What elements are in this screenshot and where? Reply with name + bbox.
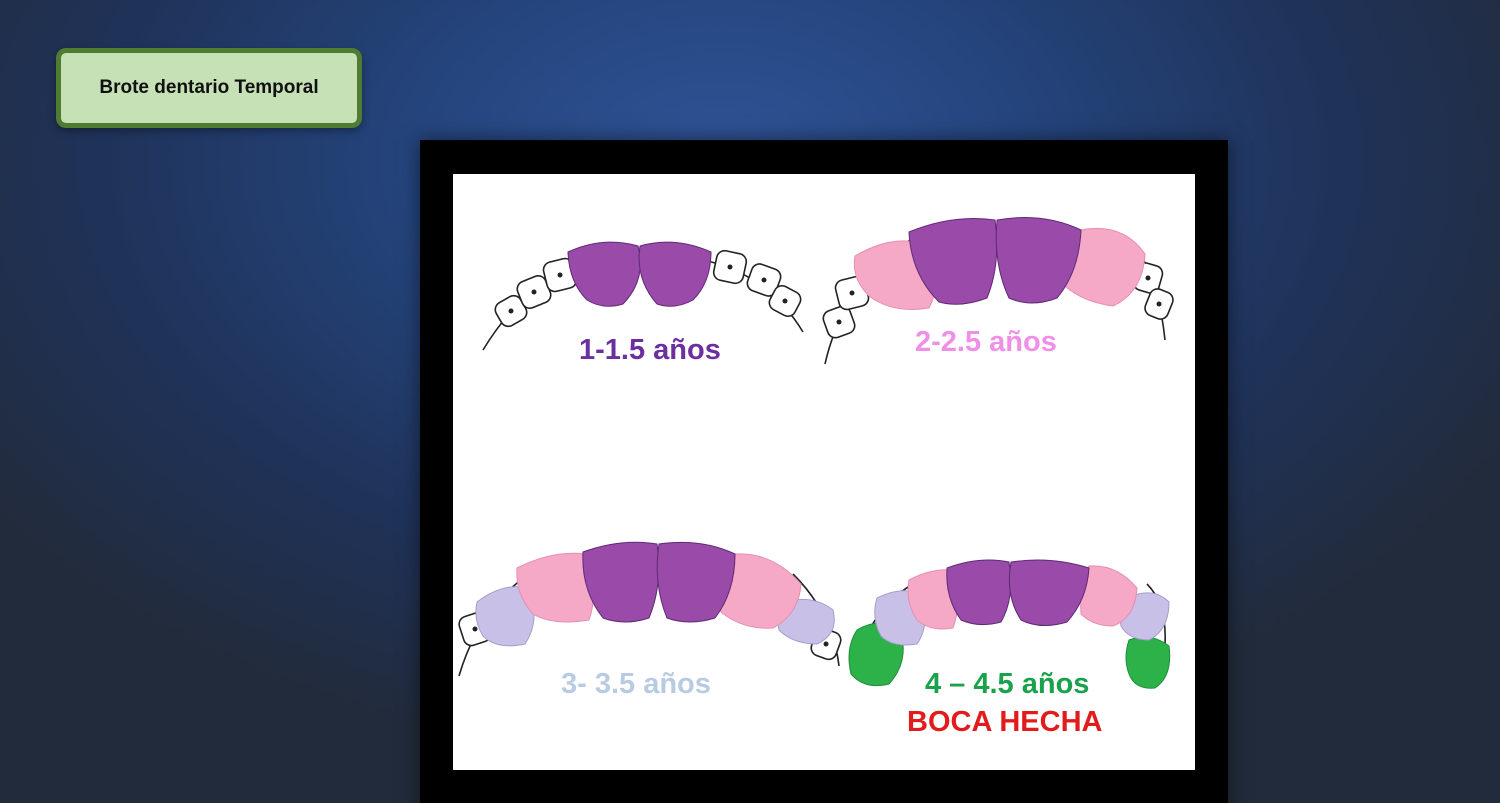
lateral-incisors-stage-3 [516,552,802,629]
tooth-drawings [458,217,1174,689]
stage-label-3: 3- 3.5 años [561,668,711,700]
boca-hecha-note: BOCA HECHA [907,706,1103,738]
central-incisors-stage-2 [908,217,1082,305]
title-badge[interactable]: Brote dentario Temporal [56,48,362,128]
central-incisors-stage-1 [567,241,712,307]
central-incisors-stage-4 [946,559,1090,626]
title-text: Brote dentario Temporal [99,77,319,98]
stage-label-2: 2-2.5 años [915,326,1057,358]
lateral-incisors-stage-4 [907,565,1138,630]
image-frame: 1-1.5 años 2-2.5 años 3- 3.5 años 4 – 4.… [420,140,1228,803]
sketch-teeth-dots-stage-1 [508,264,788,314]
stage-label-1: 1-1.5 años [579,334,721,366]
dental-eruption-diagram: 1-1.5 años 2-2.5 años 3- 3.5 años 4 – 4.… [453,174,1195,770]
central-incisors-stage-3 [582,541,736,623]
stage-label-4: 4 – 4.5 años [925,668,1090,700]
